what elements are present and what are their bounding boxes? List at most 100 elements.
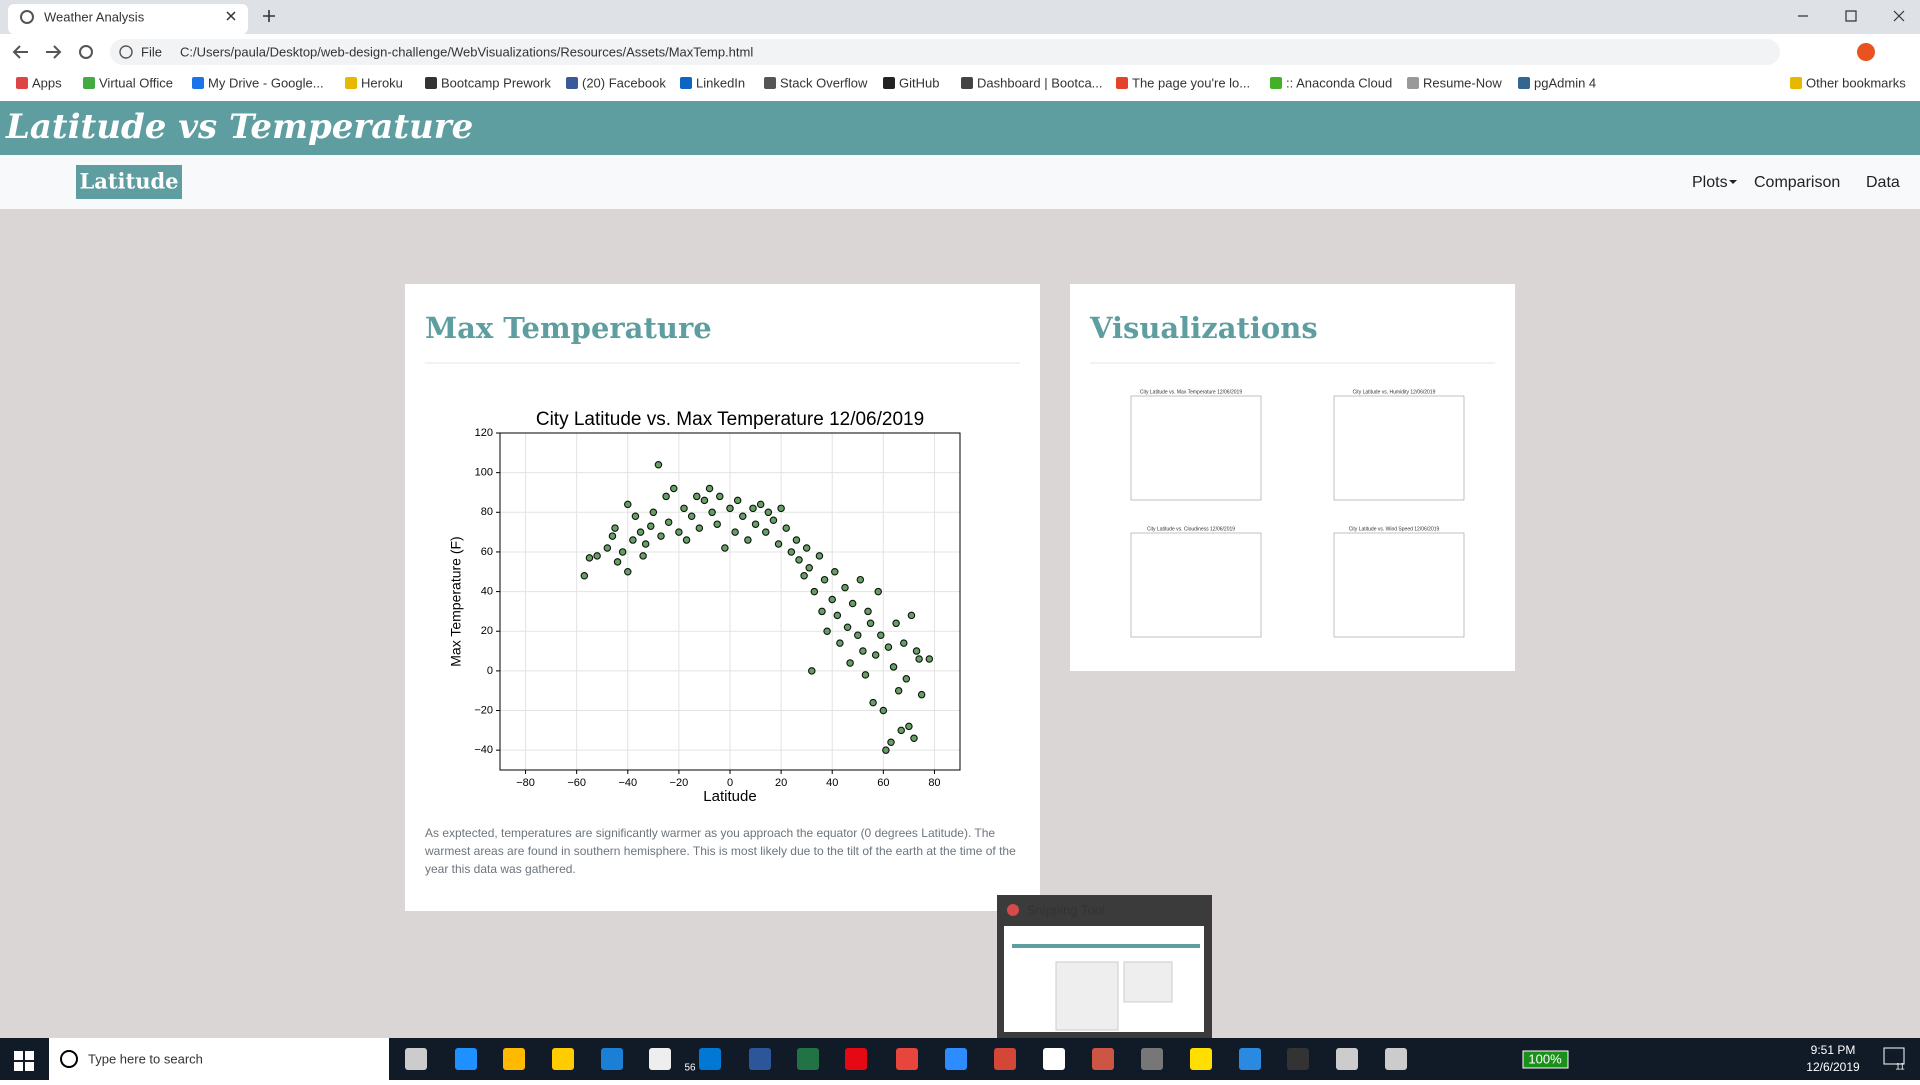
badge: 56	[684, 1063, 696, 1074]
thumbnail-frame[interactable]	[1333, 395, 1465, 501]
paragraph-line: As exptected, temperatures are significa…	[425, 826, 995, 840]
tab-close[interactable]	[226, 11, 236, 21]
point	[733, 496, 742, 505]
point	[887, 738, 895, 746]
tab[interactable]	[8, 4, 248, 34]
reload[interactable]	[79, 45, 93, 59]
brand[interactable]: Latitude	[79, 169, 178, 194]
app-icon[interactable]	[945, 1048, 967, 1070]
omnibox[interactable]	[110, 39, 1780, 65]
bookmark-icon	[425, 77, 437, 89]
bookmark[interactable]: My Drive - Google...	[208, 75, 324, 90]
preview-detail	[1055, 961, 1119, 1031]
app-icon[interactable]	[455, 1048, 477, 1070]
app-icon[interactable]	[552, 1048, 574, 1070]
brand-box[interactable]	[76, 165, 182, 199]
start-button[interactable]	[14, 1051, 34, 1071]
app-icon[interactable]	[1190, 1048, 1212, 1070]
thumbnail-frame[interactable]	[1130, 395, 1262, 501]
window-controls[interactable]	[1798, 10, 1905, 22]
battery-label: 100%	[1528, 1051, 1562, 1066]
app-icon[interactable]	[896, 1048, 918, 1070]
app-icon[interactable]	[1043, 1048, 1065, 1070]
bookmark[interactable]: :: Anaconda Cloud	[1286, 75, 1392, 90]
point	[769, 516, 778, 524]
x-tick-label: 20	[775, 777, 787, 789]
search-box[interactable]	[49, 1038, 389, 1080]
point	[624, 568, 632, 576]
point	[871, 651, 880, 659]
bookmark[interactable]: Bootcamp Prework	[441, 75, 551, 90]
bookmark[interactable]: Apps	[32, 75, 62, 90]
action-center[interactable]	[1883, 1047, 1905, 1065]
bookmark-icon	[883, 77, 895, 89]
app-icon[interactable]	[797, 1048, 819, 1070]
app-icon[interactable]	[699, 1048, 721, 1070]
bookmark[interactable]: The page you're lo...	[1132, 75, 1250, 90]
app-icon[interactable]	[601, 1048, 623, 1070]
search-placeholder: Type here to search	[88, 1051, 203, 1066]
point	[756, 500, 765, 509]
app-icon[interactable]	[1239, 1048, 1261, 1070]
bookmark-icon	[1407, 77, 1419, 89]
point	[682, 536, 691, 544]
app-icon[interactable]	[1385, 1048, 1407, 1070]
point	[664, 518, 673, 526]
thumbnail-title[interactable]: City Latitude vs. Cloudiness 12/06/2019	[1147, 526, 1235, 532]
bookmark[interactable]: (20) Facebook	[582, 75, 666, 90]
notification-count: 11	[1895, 1061, 1904, 1071]
page-title: Latitude vs Temperature	[5, 107, 473, 147]
app-icon[interactable]	[503, 1048, 525, 1070]
y-tick-label: 20	[481, 625, 493, 637]
preview-detail	[1123, 961, 1173, 1003]
y-tick-label: 100	[475, 467, 493, 479]
point	[641, 540, 650, 548]
point	[608, 532, 617, 540]
app-icon[interactable]	[749, 1048, 771, 1070]
bookmark[interactable]: GitHub	[899, 75, 939, 90]
nav-link[interactable]: Plots	[1692, 174, 1728, 191]
point	[764, 508, 773, 517]
app-icon[interactable]	[1287, 1048, 1309, 1070]
bookmark[interactable]: Dashboard | Bootca...	[977, 75, 1103, 90]
app-icon[interactable]	[994, 1048, 1016, 1070]
new-tab[interactable]	[263, 10, 275, 22]
point	[820, 575, 829, 584]
thumbnail-title[interactable]: City Latitude vs. Wind Speed 12/06/2019	[1349, 526, 1440, 532]
bookmark-icon	[1790, 77, 1802, 89]
bookmark[interactable]: Heroku	[361, 75, 403, 90]
thumbnail-title[interactable]: City Latitude vs. Humidity 12/06/2019	[1353, 389, 1436, 395]
point	[841, 583, 849, 592]
clock-time: 9:51 PM	[1811, 1043, 1856, 1057]
thumbnail-frame[interactable]	[1333, 532, 1465, 638]
point	[905, 722, 913, 731]
bookmark[interactable]: Stack Overflow	[780, 75, 868, 90]
app-icon[interactable]	[1141, 1048, 1163, 1070]
bookmark[interactable]: Resume-Now	[1423, 75, 1502, 90]
nav-link[interactable]: Data	[1866, 174, 1900, 191]
app-icon[interactable]	[845, 1048, 867, 1070]
nav-buttons[interactable]	[12, 45, 62, 59]
point	[774, 540, 783, 548]
app-icon[interactable]	[1092, 1048, 1114, 1070]
point	[848, 599, 857, 608]
bookmark[interactable]: LinkedIn	[696, 75, 745, 90]
thumbnail-frame[interactable]	[1130, 532, 1262, 638]
profile[interactable]	[1857, 43, 1875, 61]
bookmark-icon	[1116, 77, 1128, 89]
bookmark[interactable]: Virtual Office	[99, 75, 173, 90]
app-icon[interactable]	[649, 1048, 671, 1070]
x-tick-label: 40	[826, 777, 838, 789]
bookmark[interactable]: Other bookmarks	[1806, 75, 1906, 90]
app-icon[interactable]	[1336, 1048, 1358, 1070]
clock-date: 12/6/2019	[1806, 1060, 1860, 1074]
url: C:/Users/paula/Desktop/web-design-challe…	[180, 44, 753, 59]
point	[877, 631, 885, 639]
nav-link[interactable]: Comparison	[1754, 174, 1840, 191]
app-icon[interactable]	[405, 1048, 427, 1070]
bookmark[interactable]: pgAdmin 4	[1534, 75, 1596, 90]
thumbnail-title[interactable]: City Latitude vs. Max Temperature 12/06/…	[1140, 389, 1242, 395]
paragraph-line: year this data was gathered.	[425, 862, 576, 876]
